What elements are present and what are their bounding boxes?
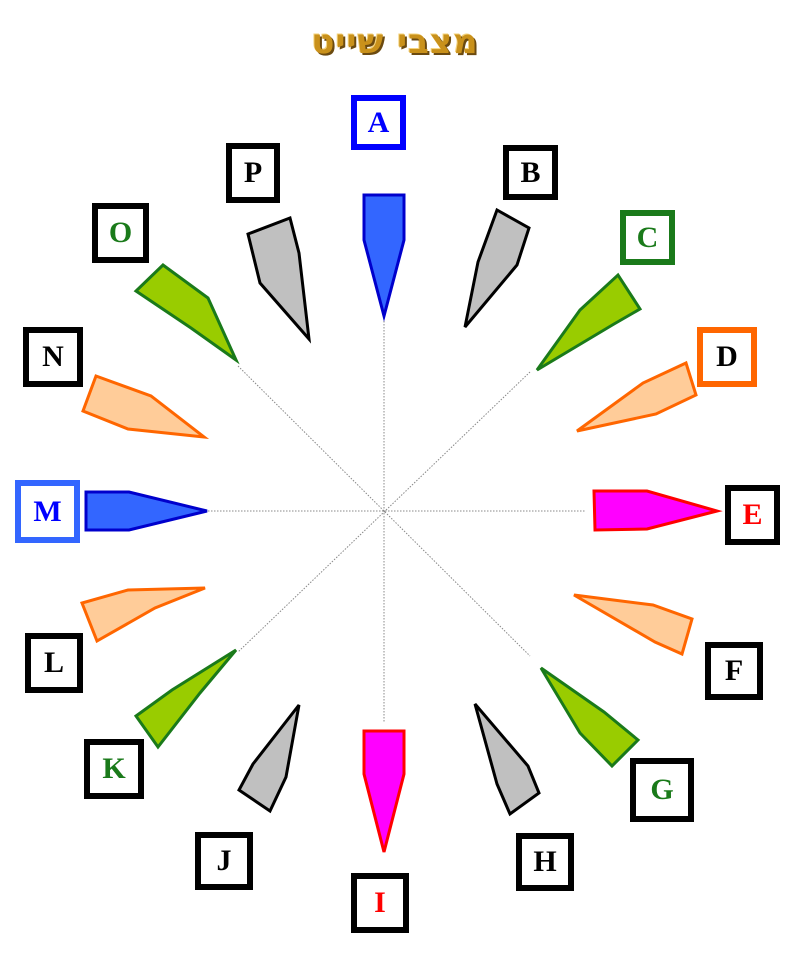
label-g: G (630, 758, 694, 822)
label-i: I (351, 873, 409, 933)
arrow-h (473, 703, 541, 817)
label-m: M (15, 480, 80, 543)
arrow-f (573, 593, 694, 657)
label-h: H (516, 833, 574, 891)
arrow-e (592, 489, 723, 532)
arrow-d (576, 360, 698, 433)
arrow-k (133, 648, 238, 750)
label-o: O (92, 203, 149, 263)
label-e: E (725, 485, 780, 545)
page-title: מצבי שייט (311, 22, 479, 62)
label-b: B (503, 145, 558, 200)
arrow-a (362, 193, 406, 322)
axis-line-2 (237, 365, 531, 657)
arrow-g (539, 666, 641, 769)
label-j: J (195, 832, 253, 890)
arrow-j (237, 704, 301, 814)
label-a: A (351, 95, 406, 150)
label-d: D (697, 327, 757, 387)
axis-lines (205, 318, 585, 722)
arrow-p (246, 216, 312, 344)
direction-arrows (79, 193, 723, 853)
arrow-i (362, 729, 406, 853)
label-l: L (25, 633, 83, 693)
arrow-b (463, 207, 531, 328)
axis-line-3 (237, 371, 531, 653)
arrow-o (133, 263, 240, 365)
arrow-l (79, 586, 206, 644)
arrow-n (81, 374, 210, 440)
label-p: P (226, 143, 280, 203)
arrow-c (535, 272, 643, 372)
label-n: N (23, 327, 83, 387)
label-c: C (620, 210, 675, 265)
label-f: F (705, 642, 763, 700)
label-k: K (84, 739, 144, 799)
arrow-m (84, 490, 208, 532)
